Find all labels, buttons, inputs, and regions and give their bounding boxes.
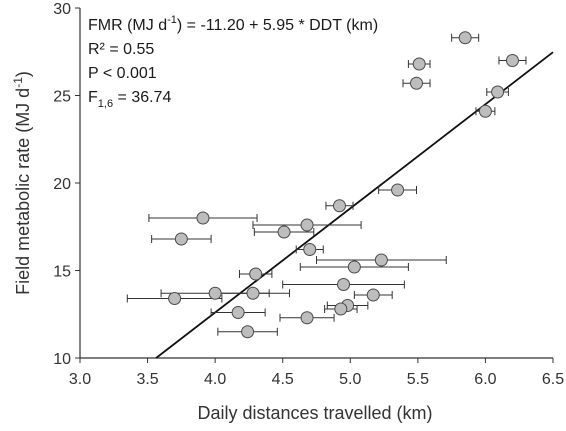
y-tick-label: 25 <box>53 89 71 106</box>
annotation-equation: FMR (MJ d-1) = -11.20 + 5.95 * DDT (km) <box>88 14 378 34</box>
data-point <box>196 211 210 225</box>
data-point <box>458 31 472 45</box>
x-tick-label: 4.5 <box>272 371 294 388</box>
error-bars <box>126 33 527 336</box>
data-points <box>168 31 519 339</box>
annotation-p-value: P < 0.001 <box>88 65 157 82</box>
annotation-r-squared: R² = 0.55 <box>88 41 154 58</box>
data-point <box>249 267 263 281</box>
data-point <box>277 225 291 239</box>
x-tick-label: 6.5 <box>542 371 564 388</box>
x-tick-label: 4.0 <box>204 371 226 388</box>
data-point <box>478 104 492 118</box>
tick-marks <box>75 7 554 363</box>
data-point <box>303 243 317 256</box>
data-point <box>208 286 222 300</box>
x-axis-title: Daily distances travelled (km) <box>197 403 432 423</box>
y-axis-title-main: Field metabolic rate (MJ d <box>13 88 33 295</box>
data-point <box>300 218 314 232</box>
y-tick-labels: 10 15 20 25 30 <box>53 1 71 368</box>
data-point <box>174 232 188 246</box>
f-stat-value: = 36.74 <box>113 89 171 106</box>
annotation-f-stat: F1,6 = 36.74 <box>88 89 171 110</box>
data-point <box>491 85 505 99</box>
y-tick-label: 15 <box>53 264 71 281</box>
y-axis-title-end: ) <box>13 71 33 77</box>
data-point <box>412 57 426 71</box>
f-stat-subscript: 1,6 <box>98 98 113 110</box>
regression-line <box>155 51 554 359</box>
data-point <box>410 76 424 90</box>
y-axis-title-superscript: -1 <box>11 77 25 88</box>
x-tick-label: 3.5 <box>136 371 158 388</box>
y-tick-label: 10 <box>53 351 71 368</box>
x-tick-label: 6.0 <box>474 371 496 388</box>
data-point <box>337 278 351 291</box>
equation-superscript: -1 <box>167 14 177 26</box>
equation-part-b: ) = -11.20 + 5.95 * DDT (km) <box>177 17 378 34</box>
data-point <box>374 253 388 267</box>
data-point <box>300 311 314 325</box>
x-tick-label: 3.0 <box>69 371 91 388</box>
data-point <box>391 183 405 197</box>
data-point <box>168 292 182 305</box>
regression-layer <box>155 51 554 359</box>
axes <box>79 8 553 359</box>
x-tick-labels: 3.0 3.5 4.0 4.5 5.0 5.5 6.0 6.5 <box>69 371 564 388</box>
data-point <box>366 288 380 302</box>
y-axis-title: Field metabolic rate (MJ d-1) <box>11 71 33 295</box>
y-tick-label: 20 <box>53 176 71 193</box>
y-tick-label: 30 <box>53 1 71 18</box>
x-tick-label: 5.5 <box>407 371 429 388</box>
data-point <box>246 286 260 300</box>
data-point <box>241 325 255 339</box>
equation-part-a: FMR (MJ d <box>88 17 167 34</box>
x-tick-label: 5.0 <box>339 371 361 388</box>
data-point <box>334 302 348 316</box>
data-point <box>505 54 519 67</box>
data-point <box>332 199 346 213</box>
data-point <box>347 260 361 274</box>
data-point <box>231 306 245 319</box>
f-stat-label: F <box>88 89 98 106</box>
